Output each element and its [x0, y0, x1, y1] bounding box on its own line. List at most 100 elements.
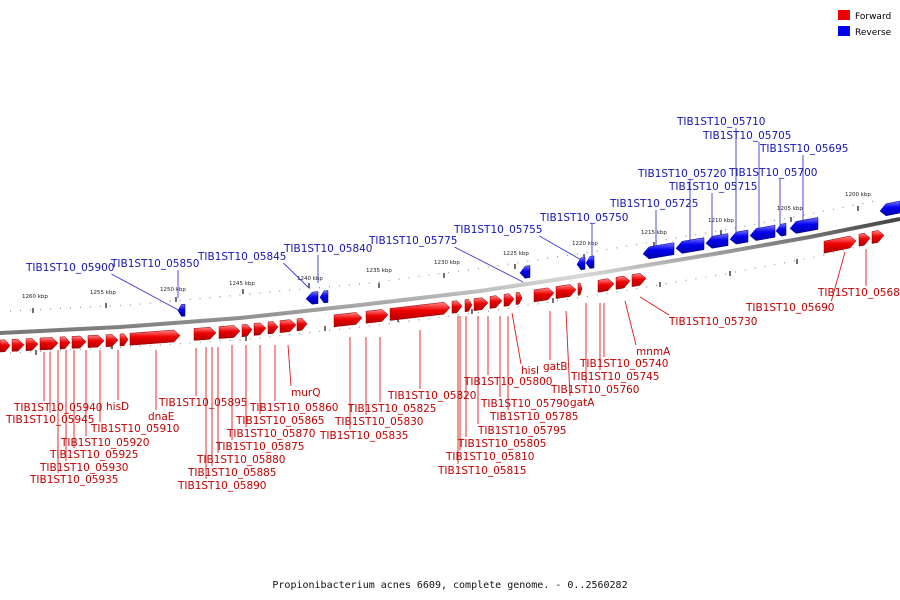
forward-gene-arrow[interactable] — [615, 275, 631, 290]
forward-gene-arrow[interactable] — [823, 235, 857, 254]
gene-label-forward[interactable]: TIB1ST10_05940 — [13, 402, 103, 414]
forward-gene-arrow[interactable] — [473, 297, 489, 311]
gene-label-forward[interactable]: TIB1ST10_05890 — [177, 480, 267, 492]
reverse-gene-arrow[interactable] — [749, 224, 776, 241]
gene-label-forward[interactable]: TIB1ST10_05795 — [477, 425, 567, 437]
gene-label-forward[interactable]: TIB1ST10_05685 — [817, 287, 900, 299]
forward-gene-arrow[interactable] — [515, 291, 523, 305]
gene-label-forward[interactable]: TIB1ST10_05860 — [249, 402, 339, 414]
reverse-gene-arrow[interactable] — [729, 229, 749, 245]
reverse-gene-arrow[interactable] — [519, 265, 531, 279]
gene-label-reverse[interactable]: TIB1ST10_05715 — [668, 181, 758, 193]
gene-label-forward[interactable]: TIB1ST10_05730 — [668, 316, 758, 328]
gene-label-forward[interactable]: TIB1ST10_05810 — [445, 451, 535, 463]
gene-label-reverse[interactable]: TIB1ST10_05775 — [368, 235, 458, 247]
forward-gene-arrow[interactable] — [105, 334, 119, 347]
forward-gene-arrow[interactable] — [25, 338, 39, 351]
reverse-gene-arrow[interactable] — [642, 242, 675, 260]
forward-gene-arrow[interactable] — [555, 284, 577, 299]
reverse-gene-arrow[interactable] — [576, 256, 586, 271]
forward-gene-arrow[interactable] — [489, 295, 503, 309]
forward-gene-arrow[interactable] — [503, 293, 515, 307]
gene-label-forward[interactable]: TIB1ST10_05825 — [347, 403, 437, 415]
gene-label-reverse[interactable]: TIB1ST10_05845 — [197, 251, 287, 263]
gene-label-reverse[interactable]: TIB1ST10_05750 — [539, 212, 629, 224]
reverse-gene-arrow[interactable] — [879, 200, 900, 217]
gene-label-forward[interactable]: TIB1ST10_05925 — [49, 449, 139, 461]
reverse-gene-arrow[interactable] — [775, 222, 787, 237]
gene-label-forward[interactable]: TIB1ST10_05875 — [215, 441, 305, 453]
forward-gene-arrow[interactable] — [193, 326, 217, 341]
forward-gene-arrow[interactable] — [451, 300, 463, 314]
reverse-gene-arrow[interactable] — [675, 237, 705, 254]
gene-label-forward[interactable]: TIB1ST10_05930 — [39, 462, 129, 474]
forward-gene-arrow[interactable] — [119, 333, 129, 347]
forward-gene-arrow[interactable] — [71, 335, 87, 349]
gene-label-forward[interactable]: dnaE — [148, 411, 174, 423]
forward-gene-arrow[interactable] — [129, 329, 181, 346]
gene-label-forward[interactable]: TIB1ST10_05895 — [158, 397, 248, 409]
gene-label-forward[interactable]: TIB1ST10_05870 — [226, 428, 316, 440]
gene-label-forward[interactable]: TIB1ST10_05820 — [387, 390, 477, 402]
reverse-gene-arrow[interactable] — [585, 255, 595, 269]
forward-gene-arrow[interactable] — [296, 318, 308, 332]
gene-label-forward[interactable]: TIB1ST10_05745 — [570, 371, 660, 383]
gene-label-forward[interactable]: TIB1ST10_05880 — [196, 454, 286, 466]
gene-label-forward[interactable]: TIB1ST10_05740 — [579, 358, 669, 370]
reverse-gene-arrow[interactable] — [305, 291, 319, 305]
gene-label-reverse[interactable]: TIB1ST10_05705 — [702, 130, 792, 142]
gene-label-forward[interactable]: TIB1ST10_05815 — [437, 465, 527, 477]
gene-label-forward[interactable]: TIB1ST10_05920 — [60, 437, 150, 449]
gene-label-forward[interactable]: TIB1ST10_05835 — [319, 430, 409, 442]
reverse-gene-arrow[interactable] — [319, 290, 329, 304]
gene-label-forward[interactable]: gatB — [543, 361, 567, 373]
gene-label-reverse[interactable]: TIB1ST10_05695 — [759, 143, 849, 155]
forward-gene-arrow[interactable] — [267, 321, 279, 335]
forward-gene-arrow[interactable] — [858, 232, 871, 247]
forward-gene-arrow[interactable] — [59, 336, 71, 350]
gene-label-forward[interactable]: TIB1ST10_05910 — [90, 423, 180, 435]
gene-label-forward[interactable]: mnmA — [636, 346, 671, 358]
gene-label-reverse[interactable]: TIB1ST10_05850 — [110, 258, 200, 270]
gene-label-forward[interactable]: TIB1ST10_05800 — [463, 376, 553, 388]
gene-label-forward[interactable]: TIB1ST10_05790 — [480, 398, 570, 410]
gene-label-forward[interactable]: TIB1ST10_05785 — [489, 411, 579, 423]
forward-gene-arrow[interactable] — [389, 301, 451, 321]
gene-label-reverse[interactable]: TIB1ST10_05755 — [453, 224, 543, 236]
reverse-gene-arrow[interactable] — [789, 217, 819, 234]
gene-label-reverse[interactable]: TIB1ST10_05700 — [728, 167, 818, 179]
gene-label-forward[interactable]: TIB1ST10_05865 — [235, 415, 325, 427]
gene-label-reverse[interactable]: TIB1ST10_05720 — [637, 168, 727, 180]
gene-label-forward[interactable]: hisD — [106, 401, 129, 413]
forward-gene-arrow[interactable] — [597, 278, 615, 293]
forward-gene-arrow[interactable] — [871, 230, 885, 244]
gene-label-reverse[interactable]: TIB1ST10_05900 — [25, 262, 115, 274]
gene-label-forward[interactable]: TIB1ST10_05885 — [187, 467, 277, 479]
forward-gene-arrow[interactable] — [279, 319, 297, 333]
forward-gene-arrow[interactable] — [365, 309, 389, 324]
gene-label-reverse[interactable]: TIB1ST10_05840 — [283, 243, 373, 255]
forward-gene-arrow[interactable] — [253, 322, 267, 336]
gene-label-forward[interactable]: murQ — [291, 387, 320, 399]
forward-gene-arrow[interactable] — [218, 325, 241, 339]
gene-label-forward[interactable]: TIB1ST10_05830 — [334, 416, 424, 428]
forward-gene-arrow[interactable] — [241, 323, 253, 338]
gene-label-reverse[interactable]: TIB1ST10_05710 — [676, 116, 766, 128]
forward-gene-arrow[interactable] — [577, 282, 583, 296]
gene-label-forward[interactable]: TIB1ST10_05805 — [457, 438, 547, 450]
forward-gene-arrow[interactable] — [0, 339, 11, 353]
reverse-gene-arrow[interactable] — [705, 233, 729, 249]
gene-label-forward[interactable]: TIB1ST10_05690 — [745, 302, 835, 314]
gene-label-forward[interactable]: hisI — [521, 365, 539, 377]
reverse-gene-arrow[interactable] — [177, 303, 186, 317]
gene-label-forward[interactable]: gatA — [570, 397, 595, 409]
gene-label-forward[interactable]: TIB1ST10_05760 — [550, 384, 640, 396]
forward-gene-arrow[interactable] — [464, 299, 473, 313]
forward-gene-arrow[interactable] — [631, 273, 647, 287]
gene-label-forward[interactable]: TIB1ST10_05935 — [29, 474, 119, 486]
forward-gene-arrow[interactable] — [11, 338, 25, 352]
forward-gene-arrow[interactable] — [533, 287, 555, 303]
gene-label-forward[interactable]: TIB1ST10_05945 — [5, 414, 95, 426]
gene-label-reverse[interactable]: TIB1ST10_05725 — [609, 198, 699, 210]
forward-gene-arrow[interactable] — [39, 337, 59, 351]
